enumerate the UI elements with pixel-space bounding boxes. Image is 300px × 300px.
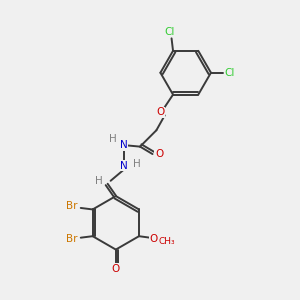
Text: H: H — [110, 134, 117, 144]
Text: O: O — [150, 234, 158, 244]
Text: Cl: Cl — [225, 68, 235, 78]
Text: O: O — [155, 149, 163, 159]
Text: N: N — [120, 161, 128, 171]
Text: Cl: Cl — [164, 27, 174, 37]
Text: O: O — [156, 107, 164, 117]
Text: H: H — [133, 159, 140, 170]
Text: O: O — [112, 264, 120, 274]
Text: N: N — [120, 140, 128, 150]
Text: H: H — [95, 176, 103, 186]
Text: Br: Br — [66, 202, 78, 212]
Text: Br: Br — [66, 234, 78, 244]
Text: CH₃: CH₃ — [159, 237, 175, 246]
